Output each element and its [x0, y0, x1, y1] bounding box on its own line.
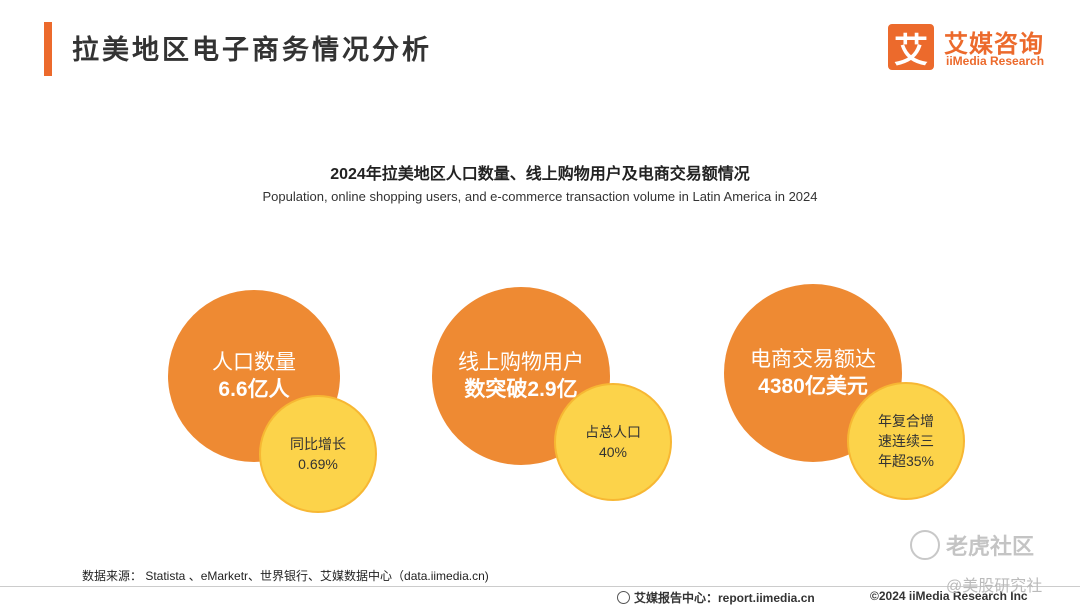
population-value: 6.6亿人: [218, 378, 290, 401]
ecommerce-volume-bubble: 电商交易额达 4380亿美元: [724, 284, 902, 462]
chart-subtitle: Population, online shopping users, and e…: [262, 189, 818, 204]
data-source: 数据来源： Statista 、eMarketr、世界银行、艾媒数据中心（dat…: [82, 569, 489, 583]
online-shoppers-share-value: 40%: [598, 444, 628, 460]
ecommerce-cagr-bubble: 年复合增 速连续三 年超35%: [847, 382, 965, 500]
iimedia-logo: 艾 艾媒咨询 iiMedia Research: [888, 24, 1063, 70]
page-title: 拉美地区电子商务情况分析: [72, 35, 432, 65]
footer-report-text: 艾媒报告中心：report.iimedia.cn: [634, 591, 815, 605]
population-growth-value: 0.69%: [298, 456, 338, 472]
footer-copyright: ©2024 iiMedia Research Inc: [870, 589, 1028, 603]
ecommerce-cagr-line1: 年复合增: [878, 412, 934, 429]
watermark-text-1: 老虎社区: [946, 534, 1035, 559]
watermark-weibo: @美股研究社: [946, 578, 1043, 595]
logo-mark: 艾: [888, 24, 934, 70]
logo-en-text: iiMedia Research: [946, 54, 1045, 68]
chart-title: 2024年拉美地区人口数量、线上购物用户及电商交易额情况: [330, 166, 750, 183]
online-shoppers-share-label: 占总人口: [585, 423, 641, 440]
ecommerce-cagr-line2: 速连续三: [878, 432, 934, 449]
footer-divider: [0, 586, 1080, 587]
online-shoppers-label: 线上购物用户: [458, 350, 584, 374]
ecommerce-volume-value: 4380亿美元: [758, 375, 868, 398]
logo-cn-text: 艾媒咨询: [944, 31, 1044, 58]
footer-report-center: 艾媒报告中心：report.iimedia.cn: [617, 589, 815, 606]
population-growth-label: 同比增长: [290, 435, 346, 452]
population-label: 人口数量: [212, 350, 296, 374]
watermark-tiger-community: 老虎社区: [910, 529, 1034, 561]
population-growth-bubble: 同比增长 0.69%: [259, 395, 377, 513]
title-accent-bar: [44, 22, 52, 76]
ecommerce-cagr-line3: 年超35%: [877, 453, 935, 470]
globe-icon: [617, 591, 630, 604]
online-shoppers-share-bubble: 占总人口 40%: [554, 383, 672, 501]
online-shoppers-value: 数突破2.9亿: [464, 378, 578, 401]
tiger-logo-icon: [910, 530, 940, 560]
ecommerce-volume-label: 电商交易额达: [750, 347, 876, 371]
